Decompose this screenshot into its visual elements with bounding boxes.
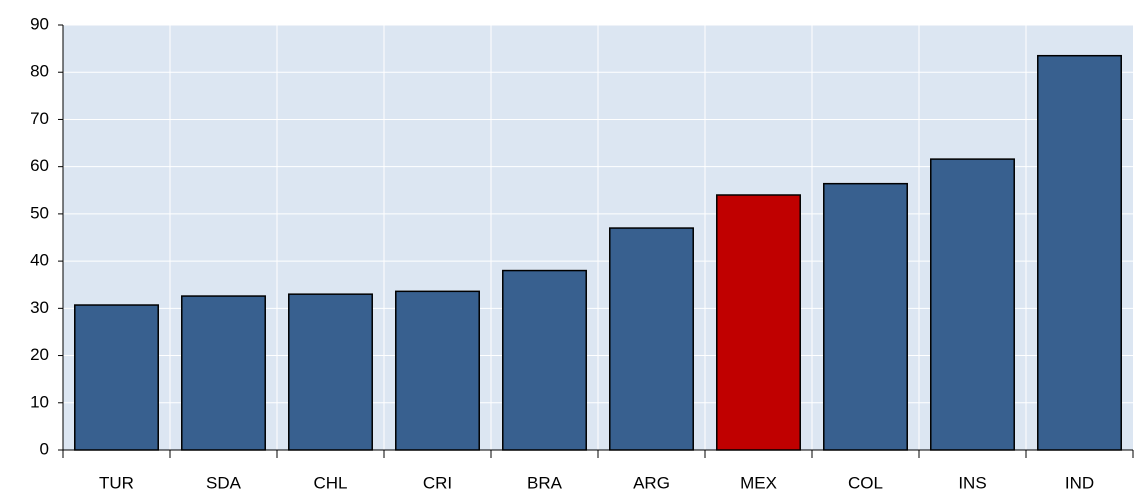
x-tick-label: COL [848,473,883,492]
x-tick-label: BRA [527,473,563,492]
y-tick-label: 80 [30,62,49,81]
bar [823,182,908,451]
bar [181,295,266,451]
y-tick-label: 50 [30,203,49,222]
y-tick-label: 10 [30,392,49,411]
bar [716,194,801,451]
y-tick-label: 0 [40,439,49,458]
x-tick-label: TUR [99,473,134,492]
x-tick-label: SDA [206,473,242,492]
y-tick-label: 70 [30,109,49,128]
y-tick-label: 90 [30,14,49,33]
x-tick-label: IND [1065,473,1094,492]
x-tick-label: MEX [740,473,777,492]
x-tick-label: ARG [633,473,670,492]
y-tick-label: 30 [30,298,49,317]
y-tick-label: 60 [30,156,49,175]
bar [502,269,587,451]
x-tick-label: CHL [313,473,347,492]
y-tick-label: 40 [30,251,49,270]
bar [609,227,694,451]
x-tick-label: INS [958,473,986,492]
bar [930,158,1015,451]
bar [395,290,480,451]
bar [288,293,373,451]
bar [74,304,159,451]
x-tick-label: CRI [423,473,452,492]
y-tick-label: 20 [30,345,49,364]
bar [1037,54,1122,451]
